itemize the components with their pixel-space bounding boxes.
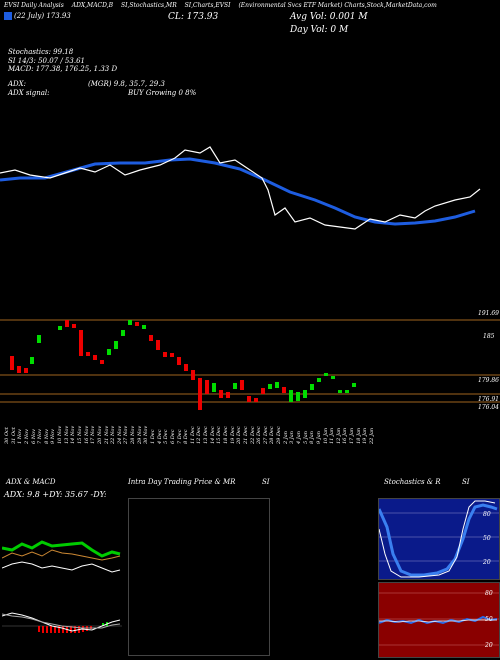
stochastics-panel: 80 50 20: [378, 498, 500, 580]
date-tick-label: 22 Jan: [369, 427, 375, 444]
stoch-label-20: 20: [483, 559, 491, 566]
macd-line: [2, 612, 121, 632]
header-title-mid3: SI,Stochastics,MR: [120, 2, 177, 9]
header-title-right: (Environmental Svcs ETF Market) Charts,S…: [238, 2, 437, 9]
date-tick-label: 21 Dec: [242, 426, 249, 444]
price-level-upper: 185: [483, 333, 495, 340]
stochastics-value: Stochastics: 99.18: [8, 48, 74, 56]
adx-label: ADX:: [8, 80, 27, 88]
adx-plus-line: [2, 540, 121, 558]
stochastics-d-line: [379, 503, 498, 577]
macd-signal-line: [2, 613, 121, 629]
blue-legend-square: [4, 12, 12, 20]
date-tick-label: 9 Jan: [315, 431, 322, 444]
intraday-panel: [128, 498, 270, 656]
rsi-value: SI 14/3: 50.07 / 53.61: [8, 57, 85, 65]
rsi-label-20: 20: [485, 642, 493, 649]
date-tick-label: 2 Nov: [23, 429, 30, 444]
price-level-low1: 176.91: [478, 396, 499, 403]
adx-minus-line: [2, 549, 121, 561]
date-tick-label: 20 Nov: [96, 425, 103, 444]
rsi-svg: [379, 583, 499, 657]
rsi-label-80: 80: [485, 590, 493, 597]
date-tick-label: 18 Dec: [223, 426, 229, 444]
date-tick-label: 30 Oct: [4, 427, 10, 444]
header-title-mid4: SI,Charts,EVSI: [184, 2, 231, 9]
candles: [10, 320, 356, 410]
adx-line: [2, 561, 121, 573]
rsi-panel: 80 50 20: [378, 582, 500, 658]
price-level-mid: 179.86: [478, 377, 499, 384]
buy-signal: BUY Growing 0 8%: [128, 89, 197, 97]
date-tick-label: 1 Dec: [150, 429, 156, 444]
date-tick-label: 15 Nov: [77, 425, 83, 444]
stoch-label-80: 80: [483, 511, 491, 518]
candle-chart: [0, 319, 500, 410]
price-level-low2: 176.04: [478, 404, 499, 411]
header-title-line: EVSI Daily Analysis ADX,MACD,B SI,Stocha…: [4, 2, 500, 9]
macd-value: MACD: 177.38, 176.25, 1.33 D: [8, 65, 118, 73]
rsi-label-50: 50: [485, 616, 493, 623]
stoch-label-50: 50: [483, 535, 491, 542]
adx-signal-label: ADX signal:: [8, 89, 50, 97]
stochastics-panel-title: Stochastics & R: [384, 478, 441, 486]
header-title-mid2: ADX,MACD,B: [71, 2, 114, 9]
avg-volume-label: Avg Vol: 0.001 M: [290, 12, 368, 22]
adx-panel-title: ADX & MACD: [6, 478, 56, 486]
header-title-mid1: Daily Analysis: [21, 2, 64, 9]
intraday-panel-title: Intra Day Trading Price & MR: [128, 478, 236, 486]
date-price-label: (22 July) 173.93: [14, 12, 71, 20]
price-level-top: 191.69: [478, 310, 499, 317]
date-axis: 30 Oct 31 Oct 1 Nov 2 Nov 6 Nov 7 Nov 8 Nov 9 N…: [0, 422, 500, 472]
price-line: [0, 146, 481, 230]
adx-values: (MGR) 9.8, 35.7, 29.3: [88, 80, 165, 88]
day-volume-label: Day Vol: 0 M: [290, 25, 349, 35]
close-label: CL: 173.93: [168, 12, 219, 22]
price-ma-chart: [0, 146, 481, 230]
header-title-left: EVSI: [4, 2, 20, 9]
moving-average-line: [0, 157, 476, 226]
stochastics-svg: [379, 499, 499, 579]
rsi-line: [379, 615, 498, 625]
intraday-si-label: SI: [262, 478, 270, 486]
adx-macd-svg: [2, 540, 122, 633]
date-tick-label: 4 Jan: [296, 431, 302, 444]
stochastics-k-line: [379, 500, 496, 578]
stochastics-si-label: SI: [462, 478, 470, 486]
adx-macd-panel: [2, 498, 122, 654]
rsi-signal-line: [379, 619, 497, 623]
date-tick-label: 6 Dec: [169, 429, 176, 444]
